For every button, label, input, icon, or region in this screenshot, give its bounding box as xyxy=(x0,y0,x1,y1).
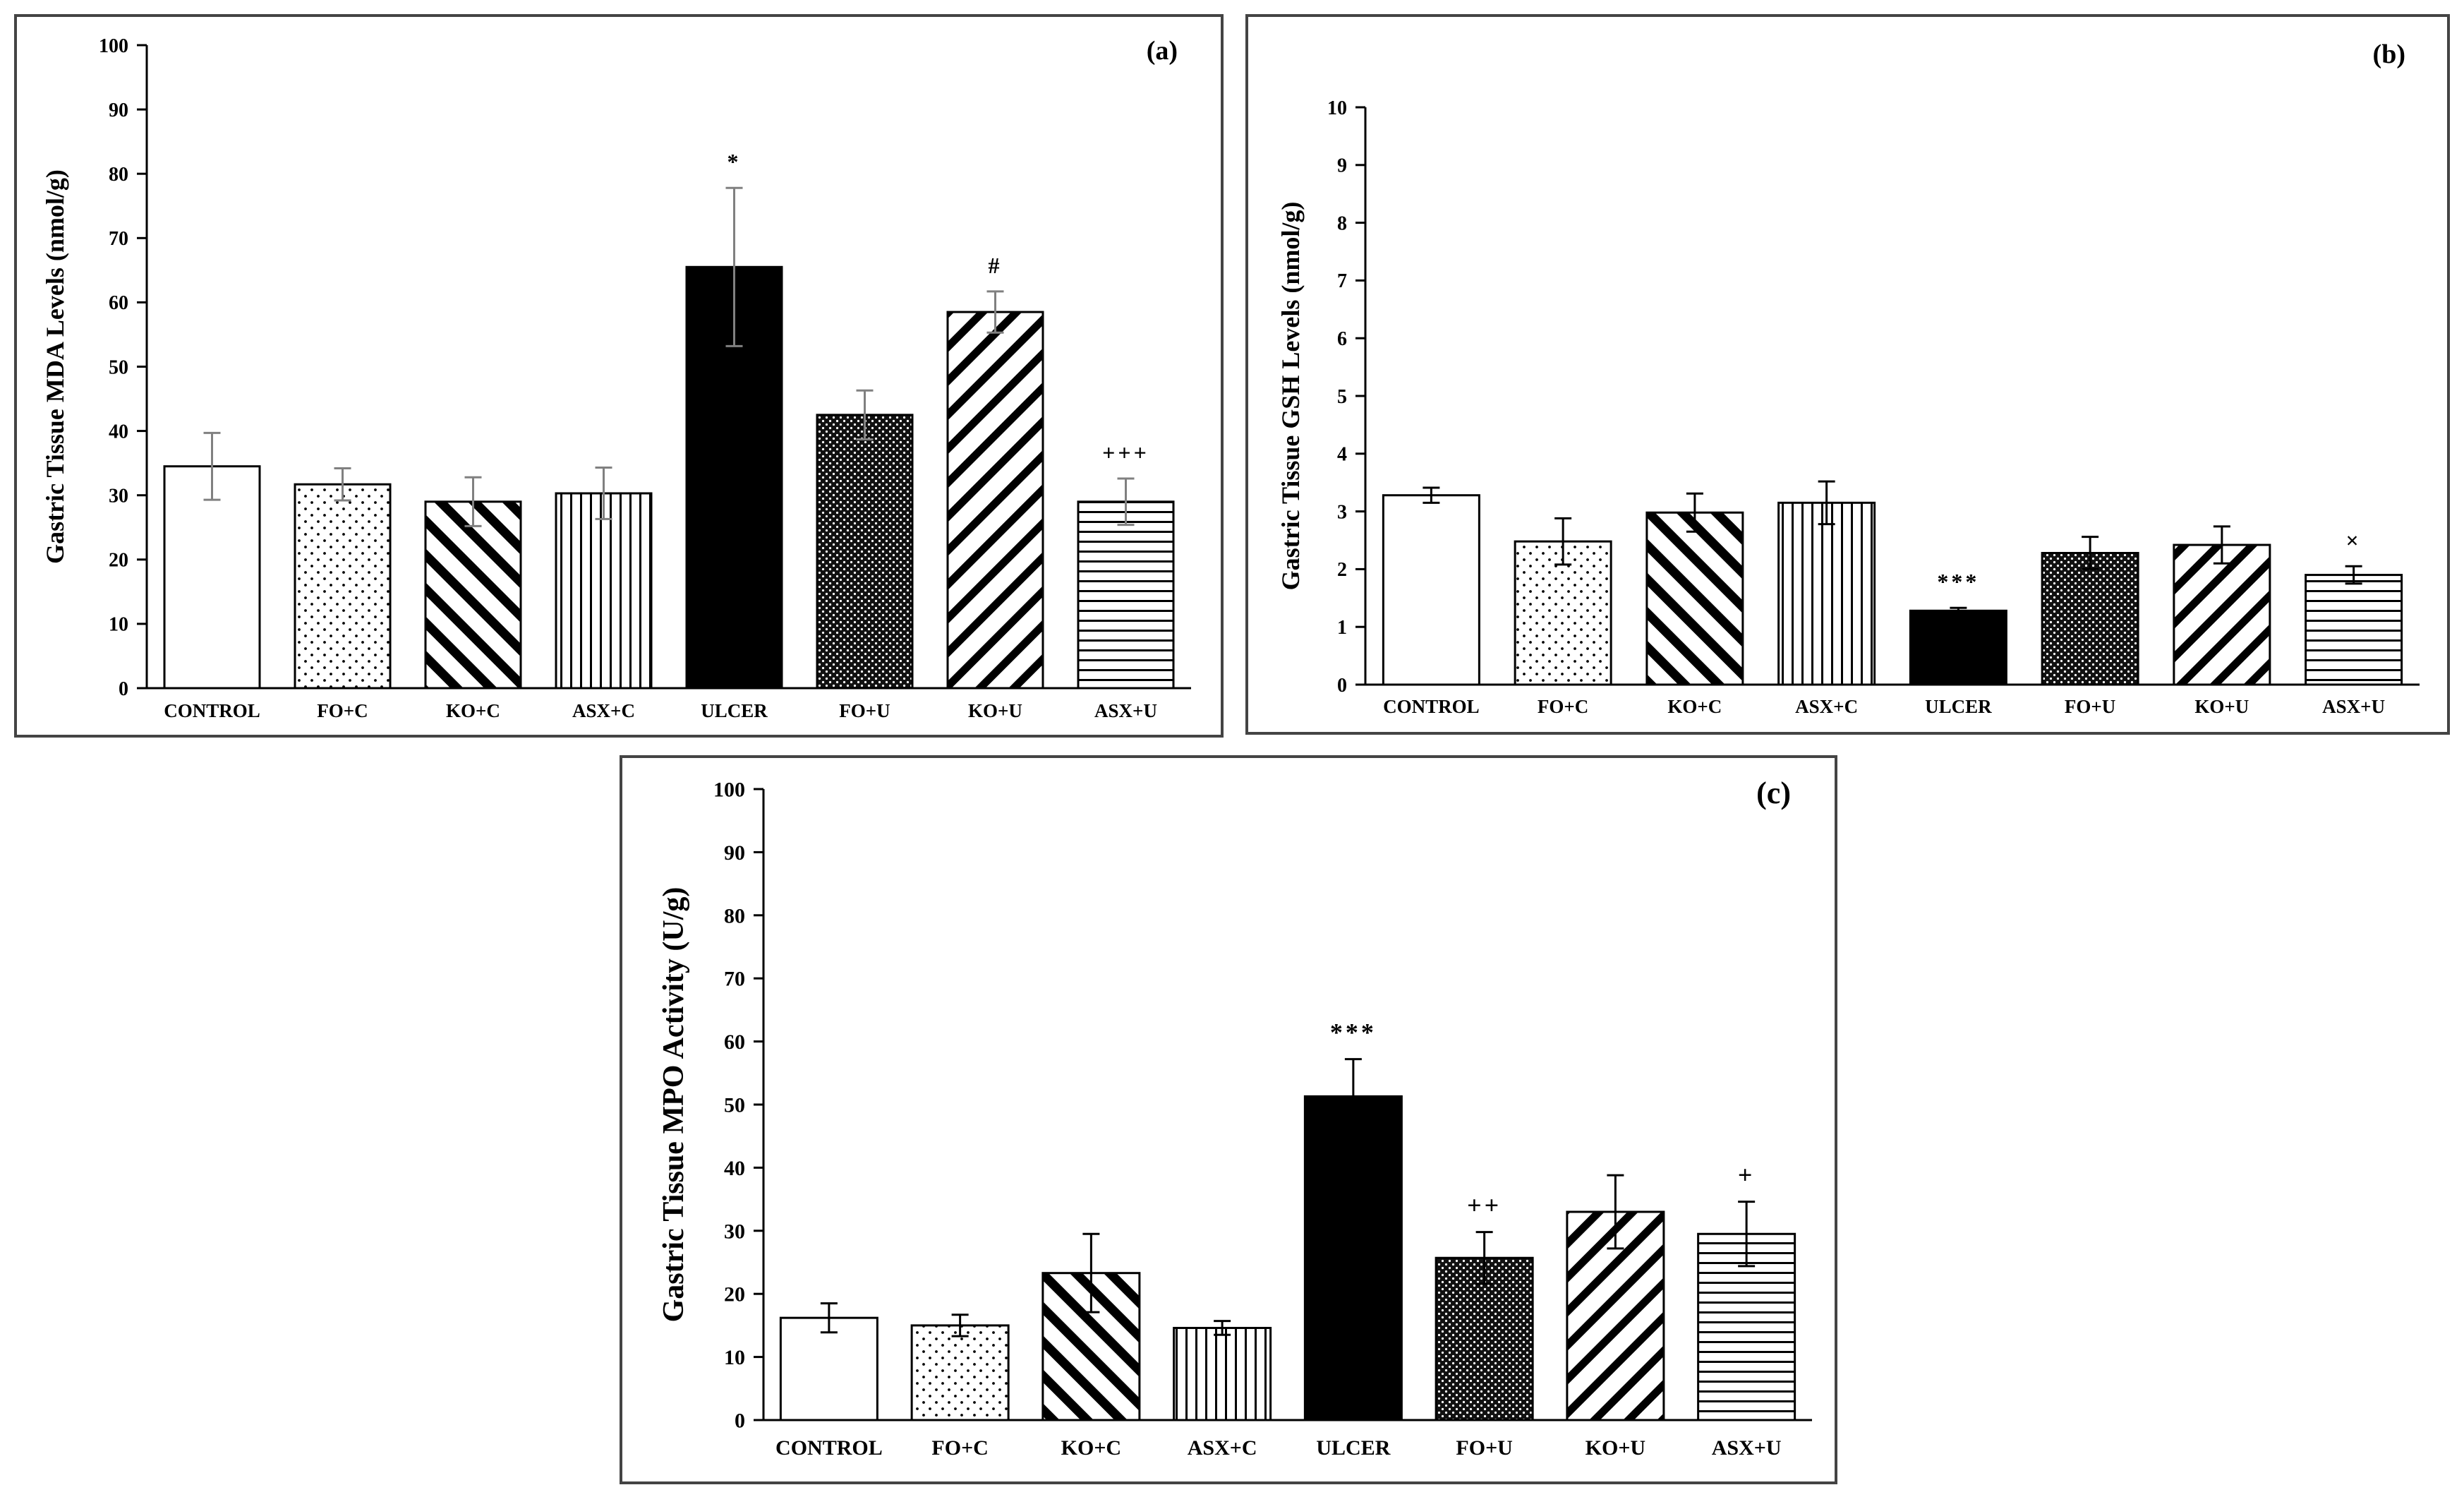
y-tick-label: 70 xyxy=(724,968,745,991)
y-tick-label: 0 xyxy=(1337,675,1347,697)
y-tick-label: 100 xyxy=(99,35,128,57)
x-category-label: FO+C xyxy=(317,700,368,721)
bar-ko-c xyxy=(1645,511,1744,686)
significance-marker: + xyxy=(1738,1161,1756,1189)
panel-label: (b) xyxy=(2373,40,2405,69)
x-category-label: KO+C xyxy=(1061,1436,1121,1460)
y-tick-label: 5 xyxy=(1337,386,1347,408)
y-tick-label: 20 xyxy=(724,1283,745,1306)
y-tick-label: 100 xyxy=(713,778,745,802)
y-axis-label: Gastric Tissue MDA Levels (nmol/g) xyxy=(41,169,69,564)
significance-marker: *** xyxy=(1937,569,1979,594)
x-category-label: ASX+C xyxy=(1188,1436,1257,1460)
x-category-label: CONTROL xyxy=(775,1436,883,1460)
y-tick-label: 90 xyxy=(724,841,745,865)
bar-ko-c xyxy=(424,500,522,690)
y-tick-label: 7 xyxy=(1337,270,1347,292)
bar-ulcer xyxy=(1909,609,2007,686)
chart-panel-a: 0 10 20 30 40 50 60 70 80 90 100 Gastric Tissue MDA… xyxy=(14,14,1224,738)
chart-c-svg: 0 10 20 30 40 50 60 70 80 90 100 Gastric Tissue MPO… xyxy=(658,776,1812,1460)
chart-b-svg: 0 1 2 3 4 5 6 7 8 9 10 Gastric Tissue GSH Levels (n… xyxy=(1276,40,2420,717)
bar-asx-u xyxy=(2305,574,2403,686)
chart-a-svg: 0 10 20 30 40 50 60 70 80 90 100 Gastric Tissue MDA… xyxy=(41,35,1191,721)
y-tick-label: 50 xyxy=(724,1094,745,1117)
y-tick-label: 70 xyxy=(109,228,128,250)
significance-marker: *** xyxy=(1330,1018,1377,1047)
y-tick-label: 40 xyxy=(724,1157,745,1180)
bar-fo-c xyxy=(294,483,392,690)
bar-asx-c xyxy=(1173,1326,1272,1421)
x-category-label: ULCER xyxy=(1925,696,1992,717)
chart-panel-c: 0 10 20 30 40 50 60 70 80 90 100 Gastric Tissue MPO… xyxy=(620,755,1837,1484)
x-category-label: ULCER xyxy=(1316,1436,1390,1460)
significance-marker: # xyxy=(989,253,1003,278)
bar-control xyxy=(1382,494,1480,686)
x-category-label: ASX+C xyxy=(1795,696,1858,717)
y-tick-label: 10 xyxy=(1327,97,1347,119)
x-category-label: KO+C xyxy=(446,700,500,721)
y-axis-label: Gastric Tissue MPO Activity (U/g) xyxy=(658,887,690,1323)
y-tick-label: 3 xyxy=(1337,501,1347,523)
x-category-label: KO+C xyxy=(1667,696,1722,717)
y-tick-label: 20 xyxy=(109,550,128,572)
panel-label: (a) xyxy=(1147,36,1178,66)
bar-asx-c xyxy=(1777,501,1876,686)
y-tick-label: 60 xyxy=(724,1030,745,1054)
x-category-label: FO+C xyxy=(1538,696,1588,717)
y-axis-label: Gastric Tissue GSH Levels (nmol/g) xyxy=(1276,202,1305,591)
bar-fo-u xyxy=(2041,551,2139,686)
significance-marker: +++ xyxy=(1102,440,1149,465)
x-category-label: ASX+U xyxy=(2322,696,2385,717)
panel-label: (c) xyxy=(1756,776,1791,810)
bar-ko-u xyxy=(2173,543,2271,686)
significance-marker: × xyxy=(2346,527,2362,553)
y-tick-label: 4 xyxy=(1337,444,1347,466)
y-tick-label: 2 xyxy=(1337,559,1347,581)
bar-fo-c xyxy=(910,1324,1010,1421)
bar-fo-u xyxy=(1435,1256,1534,1421)
bar-asx-u xyxy=(1077,500,1175,690)
y-tick-label: 0 xyxy=(119,678,128,700)
significance-marker: ++ xyxy=(1467,1191,1502,1220)
y-tick-label: 6 xyxy=(1337,328,1347,350)
y-tick-label: 60 xyxy=(109,292,128,314)
y-tick-label: 1 xyxy=(1337,617,1347,639)
chart-panel-b: 0 1 2 3 4 5 6 7 8 9 10 Gastric Tissue GSH Levels (n… xyxy=(1245,14,2450,735)
bar-asx-c xyxy=(555,492,653,690)
x-category-label: FO+C xyxy=(931,1436,988,1460)
y-tick-label: 80 xyxy=(724,904,745,927)
x-category-label: KO+U xyxy=(2194,696,2249,717)
y-tick-label: 30 xyxy=(724,1220,745,1243)
y-tick-label: 30 xyxy=(109,486,128,507)
x-category-label: CONTROL xyxy=(164,700,260,721)
y-tick-label: 10 xyxy=(724,1346,745,1369)
bar-fo-u xyxy=(816,414,914,690)
bar-ulcer xyxy=(1303,1095,1403,1421)
y-tick-label: 10 xyxy=(109,614,128,636)
x-category-label: FO+U xyxy=(1456,1436,1512,1460)
significance-marker: * xyxy=(727,149,742,174)
x-category-label: ULCER xyxy=(701,700,768,721)
bar-control xyxy=(163,465,261,690)
x-category-label: FO+U xyxy=(2065,696,2115,717)
x-category-label: KO+U xyxy=(968,700,1022,721)
y-tick-label: 9 xyxy=(1337,155,1347,177)
x-category-label: FO+U xyxy=(839,700,890,721)
x-category-label: KO+U xyxy=(1586,1436,1645,1460)
y-tick-label: 50 xyxy=(109,356,128,378)
x-category-label: ASX+U xyxy=(1094,700,1157,721)
bar-ko-u xyxy=(946,311,1044,690)
x-category-label: ASX+U xyxy=(1712,1436,1782,1460)
bar-control xyxy=(779,1316,878,1421)
y-tick-label: 8 xyxy=(1337,212,1347,234)
y-tick-label: 0 xyxy=(735,1409,745,1433)
y-tick-label: 80 xyxy=(109,164,128,186)
x-category-label: ASX+C xyxy=(572,700,635,721)
y-tick-label: 40 xyxy=(109,421,128,443)
y-tick-label: 90 xyxy=(109,100,128,121)
x-category-label: CONTROL xyxy=(1383,696,1480,717)
